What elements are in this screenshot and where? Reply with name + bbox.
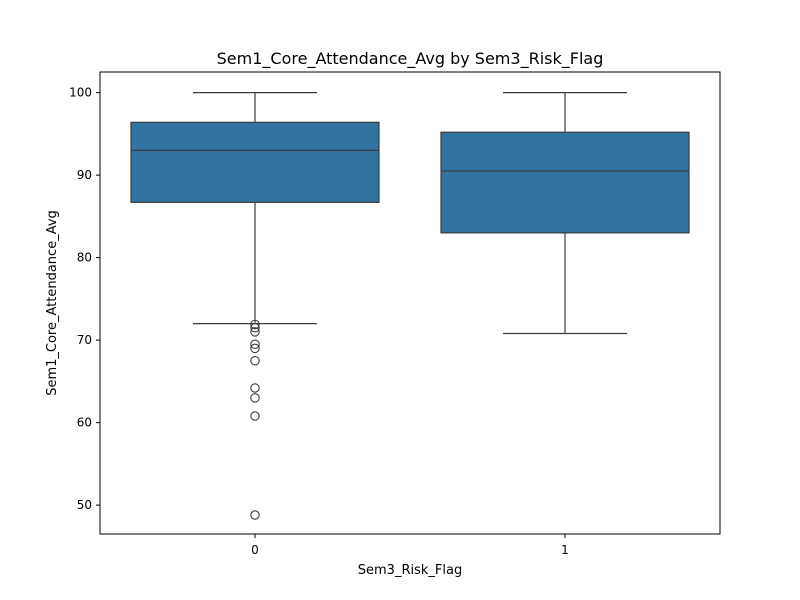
y-tick-label: 60 [77,416,92,430]
y-tick-label: 70 [77,333,92,347]
outlier-point [250,411,260,421]
outlier-point [250,393,260,403]
iqr-box [440,131,690,234]
iqr-box [130,121,380,203]
x-tick-label: 1 [561,543,569,557]
outlier-point [250,510,260,520]
outlier-point [250,322,260,333]
y-tick-label: 100 [69,86,92,100]
x-axis-label: Sem3_Risk_Flag [358,563,462,578]
box-group-1 [440,92,690,335]
chart-title: Sem1_Core_Attendance_Avg by Sem3_Risk_Fl… [217,49,604,69]
y-tick-label: 50 [77,498,92,512]
y-tick-label: 90 [77,168,92,182]
y-axis: 50 60 70 80 90 100 [69,86,100,512]
y-axis-label: Sem1_Core_Attendance_Avg [45,210,60,396]
outlier-point [250,355,260,366]
outlier-point [250,319,260,330]
y-tick-label: 80 [77,251,92,265]
outlier-point [250,327,260,337]
plot-area [130,92,690,520]
outlier-point [250,383,260,393]
outlier-point [250,339,260,349]
box-group-0 [130,92,380,520]
x-tick-label: 0 [251,543,259,557]
plot-frame [99,71,721,535]
outlier-point [250,343,260,354]
